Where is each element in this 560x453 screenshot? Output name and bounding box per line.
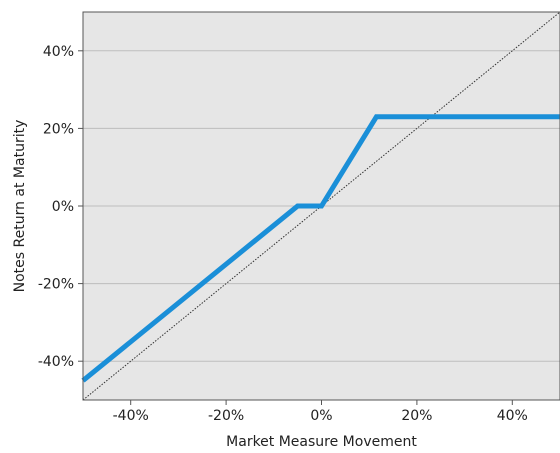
y-tick-label: 0% xyxy=(52,199,74,215)
x-tick-label: 40% xyxy=(497,408,528,424)
x-tick-label: -40% xyxy=(113,408,149,424)
x-axis-ticks: -40% -20% 0% 20% 40% xyxy=(113,400,528,424)
y-tick-label: 40% xyxy=(43,44,74,60)
y-axis-title: Notes Return at Maturity xyxy=(12,120,28,293)
payoff-line xyxy=(81,114,560,383)
y-tick-label: -40% xyxy=(38,354,74,370)
series-layer xyxy=(81,11,560,401)
y-tick-label: 20% xyxy=(43,121,74,137)
y-axis-ticks: 40% 20% 0% -20% -40% xyxy=(38,44,83,370)
x-tick-label: 0% xyxy=(310,408,332,424)
x-tick-label: -20% xyxy=(208,408,244,424)
plot-frame xyxy=(82,11,560,401)
x-tick-label: 20% xyxy=(401,408,432,424)
y-tick-label: -20% xyxy=(38,277,74,293)
x-axis-title: Market Measure Movement xyxy=(226,434,417,450)
